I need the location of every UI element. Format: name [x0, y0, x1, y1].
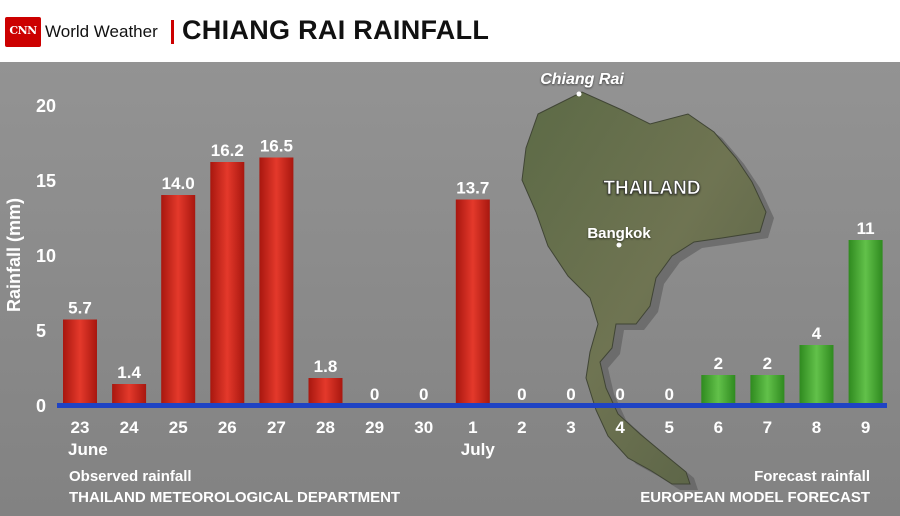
forecast-bar: [750, 375, 785, 405]
source-observed: THAILAND METEOROLOGICAL DEPARTMENT: [69, 489, 400, 506]
rainfall-chart: Chiang Rai THAILAND Bangkok 5.7 1.4 14.0 16.2…: [0, 62, 900, 516]
forecast-bar: [799, 345, 834, 405]
observed-bar: [308, 378, 343, 405]
title-separator: [171, 20, 174, 44]
bar-value-label: 1.4: [117, 363, 141, 382]
y-tick-label: 5: [36, 321, 46, 341]
x-tick-label: 23: [71, 418, 90, 437]
bar-value-label: 0: [517, 385, 526, 404]
observed-bar: [161, 195, 196, 405]
bar-value-label: 2: [763, 354, 772, 373]
x-tick-label: 5: [664, 418, 673, 437]
y-tick-label: 10: [36, 246, 56, 266]
source-forecast: EUROPEAN MODEL FORECAST: [640, 489, 870, 506]
x-tick-label: 7: [763, 418, 772, 437]
x-tick-label: 4: [615, 418, 625, 437]
thailand-map-land: [521, 91, 767, 485]
x-tick-label: 26: [218, 418, 237, 437]
header: CNN World Weather CHIANG RAI RAINFALL: [0, 0, 900, 62]
x-tick-label: 24: [120, 418, 139, 437]
x-tick-label: 2: [517, 418, 526, 437]
thailand-map: [521, 91, 774, 490]
chart-area: Chiang Rai THAILAND Bangkok 5.7 1.4 14.0 16.2…: [0, 62, 900, 516]
map-label-thailand: THAILAND: [603, 178, 700, 199]
cnn-logo-text: CNN: [9, 24, 37, 37]
bar-value-label: 5.7: [68, 299, 92, 318]
chart-background: [0, 62, 900, 516]
x-tick-label: 3: [566, 418, 575, 437]
map-label-chiang-rai: Chiang Rai: [540, 71, 624, 88]
observed-bar: [63, 319, 97, 405]
x-tick-label: 27: [267, 418, 286, 437]
bar-value-label: 2: [714, 354, 723, 373]
bar-value-label: 0: [615, 385, 624, 404]
brand-name[interactable]: World Weather: [45, 22, 158, 41]
y-tick-label: 0: [36, 396, 46, 416]
bar-value-label: 4: [812, 324, 822, 343]
x-tick-label: 25: [169, 418, 188, 437]
map-label-bangkok: Bangkok: [587, 225, 651, 242]
bar-value-label: 14.0: [162, 174, 195, 193]
observed-bar: [112, 384, 147, 405]
x-tick-label: 28: [316, 418, 335, 437]
bar-value-label: 11: [857, 219, 875, 238]
observed-bar: [259, 157, 294, 405]
observed-bar: [455, 199, 490, 405]
bar-value-label: 0: [566, 385, 575, 404]
month-label: June: [68, 440, 108, 459]
bar-value-label: 0: [664, 385, 673, 404]
x-tick-label: 8: [812, 418, 821, 437]
chiang-rai-marker: [576, 91, 582, 97]
bar-value-label: 0: [370, 385, 379, 404]
x-tick-label: 9: [861, 418, 870, 437]
bar-value-label: 13.7: [456, 179, 489, 198]
x-tick-label: 30: [414, 418, 433, 437]
observed-bar: [210, 162, 245, 405]
legend-observed: Observed rainfall: [69, 468, 192, 485]
bar-value-label: 0: [419, 385, 428, 404]
page-title: CHIANG RAI RAINFALL: [182, 15, 490, 45]
x-tick-label: 1: [468, 418, 477, 437]
x-tick-label: 29: [365, 418, 384, 437]
month-label: July: [461, 440, 496, 459]
y-axis-title: Rainfall (mm): [4, 198, 24, 312]
bar-value-label: 16.2: [211, 141, 244, 160]
bar-value-label: 16.5: [260, 137, 293, 156]
x-axis-baseline: [57, 403, 887, 408]
forecast-bar: [701, 375, 736, 405]
legend-forecast: Forecast rainfall: [754, 468, 870, 485]
forecast-bar: [848, 240, 883, 405]
x-tick-label: 6: [714, 418, 723, 437]
cnn-logo[interactable]: CNN: [5, 17, 41, 47]
bar-value-label: 1.8: [314, 357, 338, 376]
bangkok-marker: [616, 242, 622, 248]
y-tick-label: 15: [36, 171, 56, 191]
y-tick-label: 20: [36, 96, 56, 116]
